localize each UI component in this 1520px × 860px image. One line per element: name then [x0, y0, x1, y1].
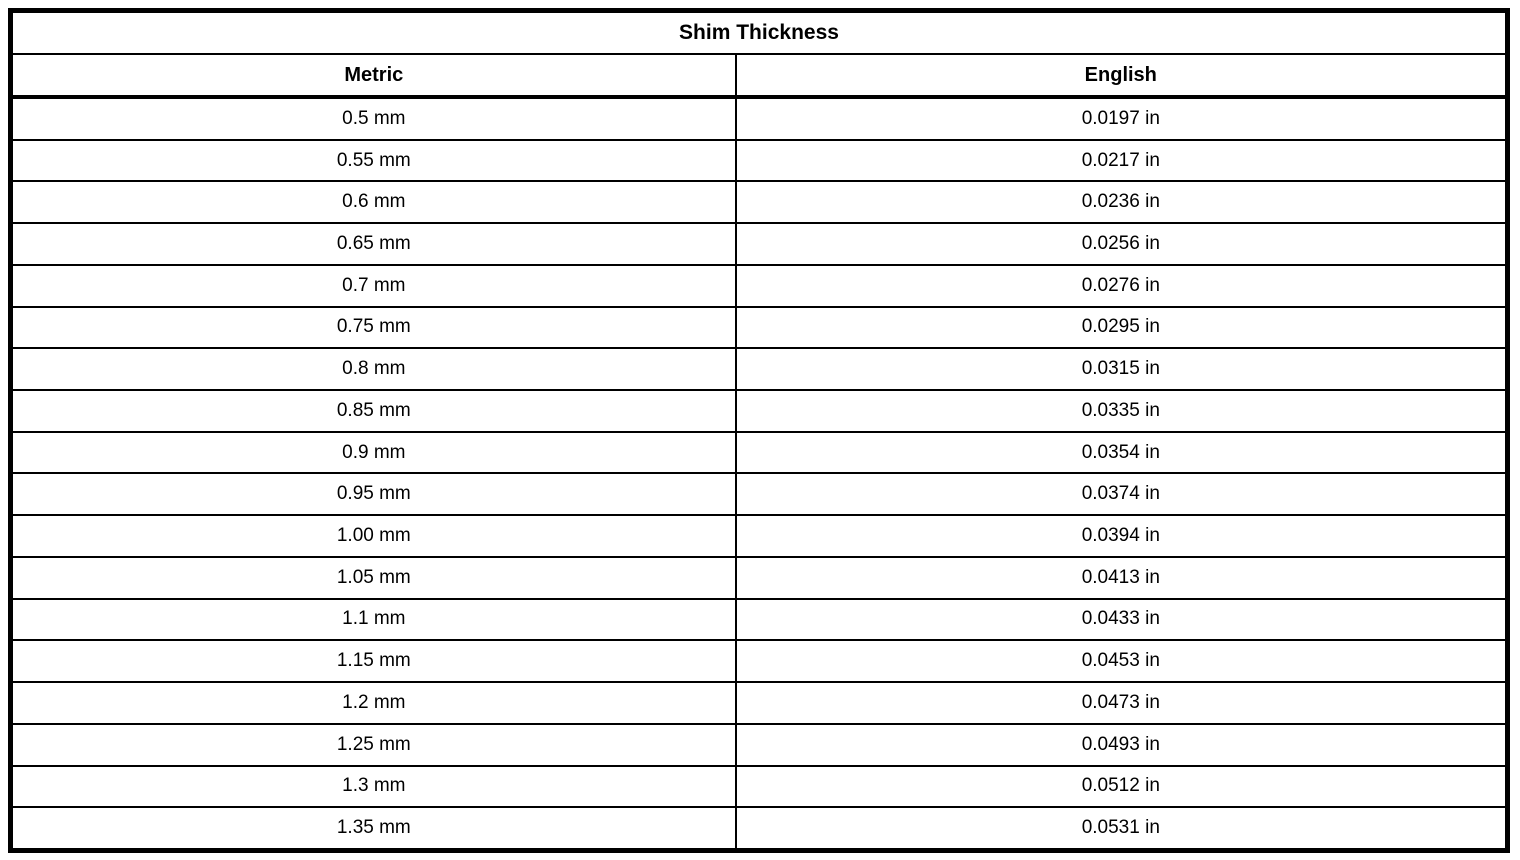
table-row: 0.9 mm 0.0354 in — [13, 432, 1505, 475]
table-row: 0.6 mm 0.0236 in — [13, 182, 1505, 225]
table-row: 0.55 mm 0.0217 in — [13, 140, 1505, 183]
table-row: 1.05 mm 0.0413 in — [13, 557, 1505, 600]
table-row: 0.65 mm 0.0256 in — [13, 224, 1505, 266]
metric-cell: 1.25 mm — [13, 724, 737, 765]
metric-cell: 1.3 mm — [13, 766, 737, 807]
metric-cell: 0.75 mm — [13, 307, 737, 348]
metric-cell: 1.2 mm — [13, 683, 737, 723]
english-cell: 0.0236 in — [1081, 191, 1160, 213]
english-cell: 0.0276 in — [1081, 274, 1160, 296]
table-title: Shim Thickness — [13, 13, 1505, 55]
metric-cell: 1.35 mm — [13, 808, 737, 848]
metric-cell: 0.8 mm — [13, 349, 737, 390]
english-cell: 0.0295 in — [1081, 316, 1160, 338]
english-cell: 0.0315 in — [1081, 358, 1160, 380]
column-header-english: English — [1084, 63, 1157, 86]
table-row: 1.35 mm 0.0531 in — [13, 808, 1505, 848]
english-cell: 0.0354 in — [1081, 441, 1160, 463]
english-cell: 0.0374 in — [1081, 483, 1160, 505]
table-row: 0.75 mm 0.0295 in — [13, 307, 1505, 350]
english-cell: 0.0217 in — [1081, 149, 1160, 171]
english-cell: 0.0473 in — [1081, 691, 1160, 713]
metric-cell: 0.65 mm — [13, 224, 737, 264]
english-cell: 0.0413 in — [1081, 566, 1160, 588]
shim-thickness-table: Shim Thickness Metric English 0.5 mm 0.0… — [8, 8, 1510, 853]
english-cell: 0.0453 in — [1081, 650, 1160, 672]
table-row: 1.1 mm 0.0433 in — [13, 599, 1505, 642]
metric-cell: 0.85 mm — [13, 391, 737, 431]
english-cell: 0.0433 in — [1081, 608, 1160, 630]
table-header-row: Metric English — [13, 55, 1505, 99]
table-row: 0.8 mm 0.0315 in — [13, 349, 1505, 392]
metric-cell: 0.7 mm — [13, 265, 737, 306]
english-cell: 0.0335 in — [1081, 399, 1160, 421]
table-row: 0.95 mm 0.0374 in — [13, 474, 1505, 517]
english-cell: 0.0493 in — [1081, 733, 1160, 755]
metric-cell: 1.1 mm — [13, 599, 737, 640]
metric-cell: 0.6 mm — [13, 182, 737, 223]
metric-cell: 1.00 mm — [13, 516, 737, 556]
english-cell: 0.0531 in — [1081, 817, 1160, 839]
column-header-metric: Metric — [13, 55, 737, 95]
table-row: 1.25 mm 0.0493 in — [13, 724, 1505, 767]
table-row: 0.7 mm 0.0276 in — [13, 265, 1505, 308]
metric-cell: 0.55 mm — [13, 140, 737, 181]
metric-cell: 0.9 mm — [13, 432, 737, 473]
table-row: 1.00 mm 0.0394 in — [13, 516, 1505, 558]
table-row: 1.15 mm 0.0453 in — [13, 641, 1505, 684]
english-cell: 0.0256 in — [1081, 233, 1160, 255]
table-row: 1.2 mm 0.0473 in — [13, 683, 1505, 725]
metric-cell: 0.5 mm — [13, 99, 737, 139]
table-body: 0.5 mm 0.0197 in 0.55 mm 0.0217 in 0.6 m… — [13, 99, 1505, 848]
metric-cell: 1.15 mm — [13, 641, 737, 682]
english-cell: 0.0197 in — [1081, 107, 1160, 129]
table-row: 0.5 mm 0.0197 in — [13, 99, 1505, 141]
english-cell: 0.0512 in — [1081, 775, 1160, 797]
metric-cell: 1.05 mm — [13, 557, 737, 598]
metric-cell: 0.95 mm — [13, 474, 737, 515]
english-cell: 0.0394 in — [1081, 525, 1160, 547]
table-row: 0.85 mm 0.0335 in — [13, 391, 1505, 433]
table-row: 1.3 mm 0.0512 in — [13, 766, 1505, 809]
